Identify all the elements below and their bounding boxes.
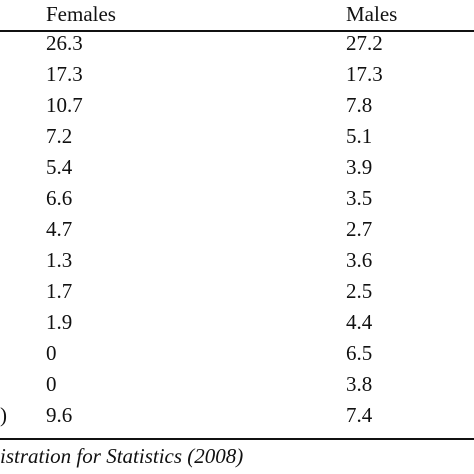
cell-males: 4.4 [346,310,373,334]
cell-males: 3.9 [346,155,373,179]
cell-males: 3.8 [346,372,373,396]
cell-females: 9.6 [46,403,73,427]
cell-males: 2.7 [346,217,373,241]
cell-males: 7.8 [346,93,373,117]
cell-males: 7.4 [346,403,373,427]
cell-females: 1.7 [46,279,73,303]
cell-females: 1.9 [46,310,73,334]
cell-males: 6.5 [346,341,373,365]
cell-females: 17.3 [46,62,83,86]
cell-males: 17.3 [346,62,383,86]
cell-males: 5.1 [346,124,373,148]
cell-males: 3.6 [346,248,373,272]
cell-females: 5.4 [46,155,73,179]
cell-males: 3.5 [346,186,373,210]
column-header-females: Females [46,2,116,26]
column-header-males: Males [346,2,398,26]
cell-males: 27.2 [346,31,383,55]
source-note: istration for Statistics (2008) [0,444,244,468]
header-rule [0,30,474,32]
cell-females: 0 [46,341,57,365]
cell-females: 6.6 [46,186,73,210]
cell-females: 26.3 [46,31,83,55]
cell-females: 0 [46,372,57,396]
cell-females: 10.7 [46,93,83,117]
cell-males: 2.5 [346,279,373,303]
cell-females: 1.3 [46,248,73,272]
cell-females: 4.7 [46,217,73,241]
cell-females: 7.2 [46,124,73,148]
bottom-rule [0,438,474,440]
row-label-fragment: ) [0,403,7,427]
